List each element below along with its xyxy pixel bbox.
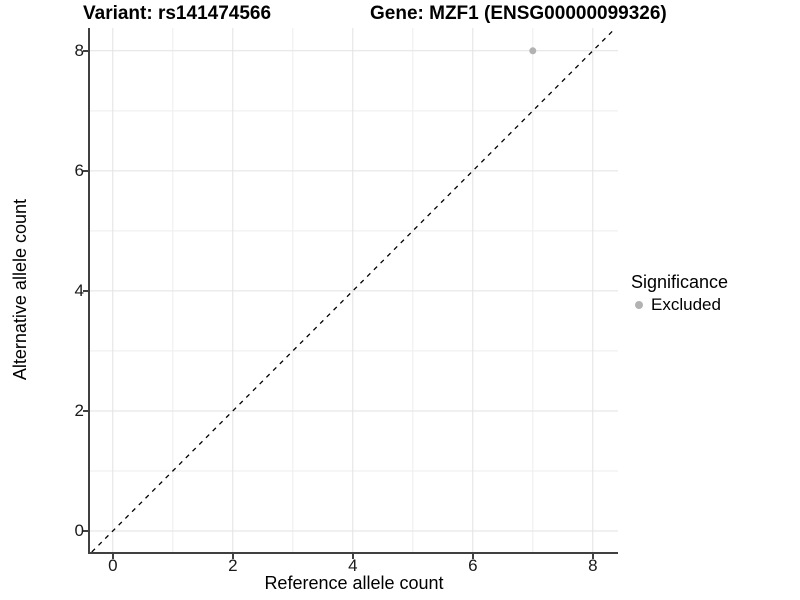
y-tick-mark bbox=[83, 409, 88, 412]
data-point bbox=[529, 47, 537, 55]
variant-title: Variant: rs141474566 bbox=[83, 3, 272, 24]
legend-title: Significance bbox=[631, 272, 729, 292]
x-tick-label: 4 bbox=[348, 556, 358, 575]
x-tick-mark bbox=[231, 554, 234, 559]
y-tick-mark bbox=[83, 169, 88, 172]
y-tick-label: 2 bbox=[74, 400, 84, 420]
plot-area-svg bbox=[90, 28, 618, 552]
x-tick-label: 6 bbox=[468, 556, 478, 575]
x-tick-mark bbox=[351, 554, 354, 559]
x-tick-mark bbox=[591, 554, 594, 559]
plot-panel bbox=[88, 28, 618, 554]
excluded-dot-icon bbox=[635, 301, 643, 309]
x-tick-label: 8 bbox=[588, 556, 598, 575]
y-tick-label: 8 bbox=[74, 40, 84, 60]
x-tick-label: 0 bbox=[108, 556, 118, 575]
gene-title: Gene: MZF1 (ENSG00000099326) bbox=[370, 3, 667, 24]
y-tick-mark bbox=[83, 49, 88, 52]
y-tick-mark bbox=[83, 289, 88, 292]
y-tick-mark bbox=[83, 529, 88, 532]
x-tick-label: 2 bbox=[228, 556, 238, 575]
y-tick-label: 0 bbox=[74, 520, 84, 540]
identity-line bbox=[91, 28, 617, 552]
x-axis-title: Reference allele count bbox=[264, 573, 444, 593]
x-tick-mark bbox=[111, 554, 114, 559]
y-axis-title: Alternative allele count bbox=[9, 199, 30, 381]
legend-entry-label: Excluded bbox=[651, 295, 721, 314]
legend-entry-excluded: Excluded bbox=[631, 295, 728, 315]
y-tick-label: 4 bbox=[74, 280, 84, 300]
x-tick-mark bbox=[471, 554, 474, 559]
legend: Significance Excluded bbox=[631, 271, 728, 315]
y-tick-label: 6 bbox=[74, 160, 84, 180]
